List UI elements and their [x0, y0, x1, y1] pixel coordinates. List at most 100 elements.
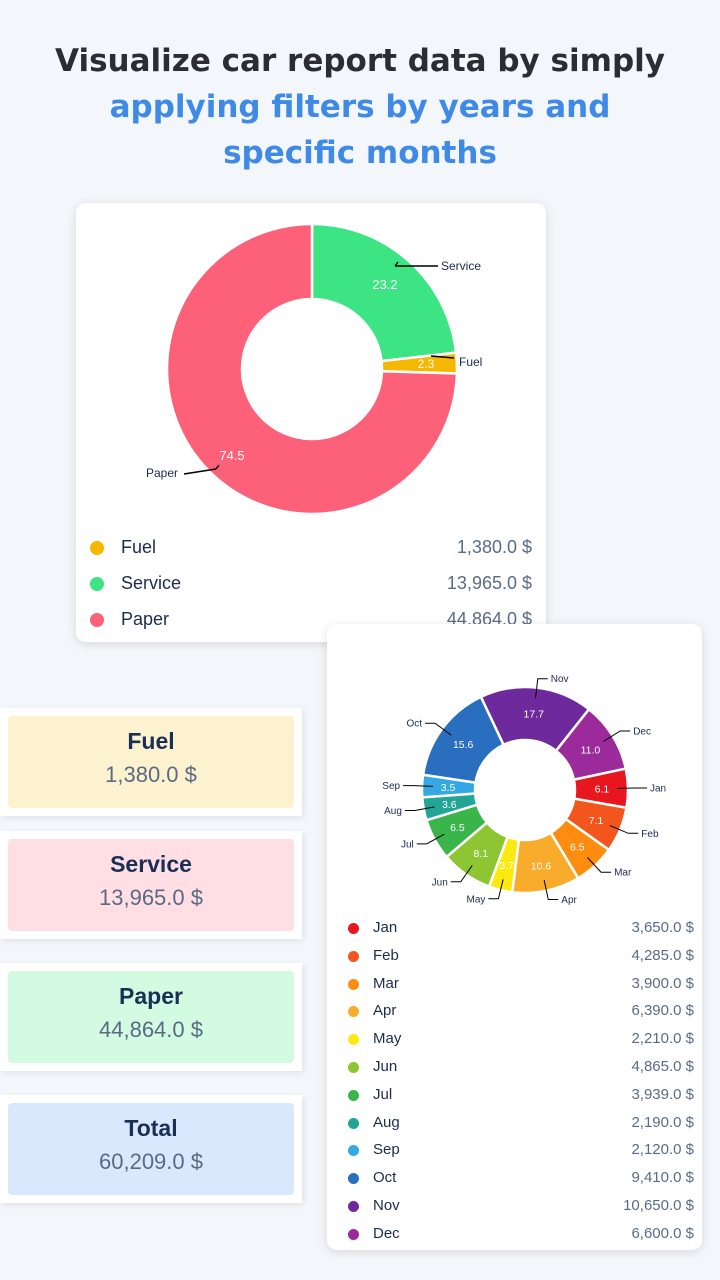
leader-line-nov	[534, 678, 548, 699]
headline-line-1: Visualize car report data by simply	[55, 43, 665, 79]
headline-line-2: applying filters by years and	[109, 89, 611, 125]
legend-label: Fuel	[121, 537, 157, 557]
legend-value: 13,965.0 $	[446, 573, 532, 593]
legend-label: Mar	[373, 974, 399, 992]
legend-value: 6,390.0 $	[631, 1002, 694, 1020]
headline: Visualize car report data by simply appl…	[0, 38, 720, 176]
name-label-may: May	[466, 894, 485, 905]
legend-item-jan[interactable]: Jan 3,650.0 $	[327, 915, 702, 941]
value-label-feb: 7.1	[589, 815, 604, 827]
legend-label: Dec	[373, 1224, 400, 1242]
legend-value: 1,380.0 $	[456, 537, 532, 557]
leader-line-jul	[416, 833, 445, 845]
summary-title: Fuel	[127, 728, 175, 754]
name-label-feb: Feb	[641, 829, 659, 840]
paper-leader-line	[183, 468, 217, 475]
legend-item-may[interactable]: May 2,210.0 $	[327, 1026, 702, 1052]
month-color-dot	[348, 1201, 359, 1212]
value-label-may: 3.7	[499, 860, 514, 872]
leader-line-aug	[404, 806, 435, 812]
leader-line-feb	[609, 825, 639, 834]
summary-tile-fuel[interactable]: Fuel 1,380.0 $	[0, 708, 302, 816]
legend-item-jun[interactable]: Jun 4,865.0 $	[327, 1054, 702, 1080]
legend-value: 2,190.0 $	[631, 1113, 694, 1131]
legend-item-jul[interactable]: Jul 3,939.0 $	[327, 1082, 702, 1108]
value-label-aug: 3.6	[442, 799, 457, 811]
legend-item-sep[interactable]: Sep 2,120.0 $	[327, 1137, 702, 1163]
month-color-dot	[348, 1117, 359, 1129]
legend-item-dec[interactable]: Dec 6,600.0 $	[327, 1221, 702, 1247]
legend-value: 10,650.0 $	[623, 1197, 694, 1214]
name-label-nov: Nov	[551, 674, 569, 685]
inner-ring	[475, 740, 575, 840]
summary-value: 13,965.0 $	[99, 885, 203, 910]
legend-value: 2,210.0 $	[631, 1030, 694, 1048]
value-label-dec: 11.0	[581, 744, 601, 756]
monthly-chart-card: 6.1 Jan 7.1 Feb 6.5 Mar 10.6 Apr 3.7 May 8.1 Jun 6.5…	[327, 624, 702, 1250]
fuel-name-label: Fuel	[459, 355, 482, 369]
summary-value: 1,380.0 $	[105, 762, 197, 787]
legend-value: 9,410.0 $	[631, 1169, 694, 1187]
legend-item-apr[interactable]: Apr 6,390.0 $	[327, 998, 702, 1024]
legend-value: 6,600.0 $	[631, 1224, 694, 1242]
legend-item-fuel[interactable]: Fuel 1,380.0 $	[76, 531, 546, 565]
summary-value: 60,209.0 $	[99, 1149, 203, 1174]
legend-label: Apr	[373, 1002, 397, 1020]
legend-item-oct[interactable]: Oct 9,410.0 $	[327, 1165, 702, 1191]
legend-value: 4,285.0 $	[631, 946, 694, 964]
legend-item-service[interactable]: Service 13,965.0 $	[76, 567, 546, 601]
value-label-nov: 17.7	[524, 709, 545, 721]
month-color-dot	[348, 950, 359, 962]
name-label-jun: Jun	[432, 877, 448, 888]
legend-item-feb[interactable]: Feb 4,285.0 $	[327, 943, 702, 969]
summary-tile-paper[interactable]: Paper 44,864.0 $	[0, 963, 302, 1071]
headline-line-3: specific months	[223, 135, 497, 171]
leader-line-mar	[587, 857, 612, 873]
legend-label: Aug	[373, 1113, 400, 1131]
value-label-oct: 15.6	[453, 739, 474, 751]
category-chart-card: 23.2 Service 2.3 Fuel 74.5 Paper Fuel 1,…	[76, 203, 546, 642]
legend-item-nov[interactable]: Nov 10,650.0 $	[327, 1193, 702, 1219]
legend-label: Oct	[373, 1169, 397, 1187]
category-donut-chart: 23.2 Service 2.3 Fuel 74.5 Paper	[146, 222, 482, 516]
inner-ring	[242, 299, 382, 439]
paper-value-label: 74.5	[219, 448, 244, 463]
legend-value: 4,865.0 $	[631, 1058, 694, 1075]
value-label-mar: 6.5	[570, 842, 585, 854]
legend-label: Jul	[373, 1085, 393, 1103]
month-color-dot	[348, 1089, 359, 1101]
legend-label: Paper	[121, 609, 170, 629]
leader-line-oct	[425, 722, 452, 736]
legend-item-aug[interactable]: Aug 2,190.0 $	[327, 1110, 702, 1136]
paper-name-label: Paper	[146, 466, 178, 480]
legend-label: May	[373, 1030, 402, 1048]
name-label-sep: Sep	[382, 781, 400, 792]
month-color-dot	[348, 1145, 359, 1157]
value-label-jan: 6.1	[595, 784, 610, 796]
legend-item-mar[interactable]: Mar 3,900.0 $	[327, 971, 702, 997]
legend-label: Feb	[373, 946, 399, 964]
name-label-jan: Jan	[650, 784, 666, 795]
leader-line-dec	[602, 730, 631, 742]
summary-tile-service[interactable]: Service 13,965.0 $	[0, 831, 302, 939]
summary-title: Service	[110, 851, 192, 877]
legend-value: 3,650.0 $	[631, 919, 694, 936]
name-label-aug: Aug	[384, 806, 402, 817]
fuel-color-dot	[90, 541, 104, 555]
summary-value: 44,864.0 $	[99, 1017, 203, 1042]
summary-tile-total[interactable]: Total 60,209.0 $	[0, 1095, 302, 1203]
legend-label: Jan	[373, 919, 398, 936]
slice-paper[interactable]	[165, 222, 459, 516]
legend-label: Service	[121, 573, 182, 593]
legend-value: 3,900.0 $	[631, 974, 694, 992]
legend-value: 3,939.0 $	[631, 1085, 694, 1103]
value-label-jul: 6.5	[450, 822, 465, 834]
fuel-leader-line	[430, 355, 455, 359]
slice-dec[interactable]	[554, 707, 628, 782]
summary-title: Total	[124, 1115, 178, 1141]
leader-line-may	[488, 879, 504, 900]
value-label-apr: 10.6	[531, 860, 552, 872]
name-label-oct: Oct	[407, 719, 423, 730]
monthly-donut-chart: 6.1 Jan 7.1 Feb 6.5 Mar 10.6 Apr 3.7 May 8.1 Jun 6.5…	[382, 674, 666, 906]
slice-service[interactable]	[310, 222, 458, 363]
